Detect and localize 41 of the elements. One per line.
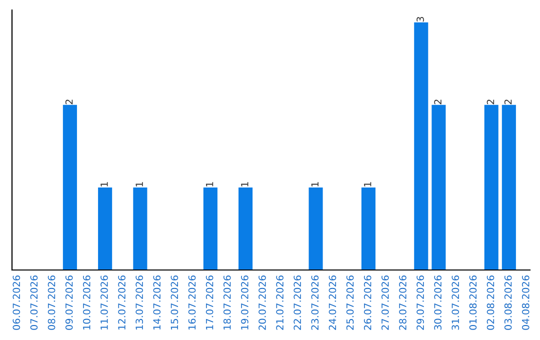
x-tick-label: 22.07.2026 — [294, 275, 302, 330]
data-label: 2 — [65, 100, 73, 104]
x-tick-label: 27.07.2026 — [381, 275, 389, 330]
x-tick-label: 08.07.2026 — [48, 275, 56, 330]
x-tick-label: 01.08.2026 — [469, 275, 477, 330]
x-tick-label: 21.07.2026 — [276, 275, 284, 330]
x-tick-label: 18.07.2026 — [223, 275, 231, 330]
x-tick-label: 14.07.2026 — [153, 275, 161, 330]
x-tick-label: 26.07.2026 — [364, 275, 372, 330]
x-tick-label: 19.07.2026 — [241, 275, 248, 330]
data-label: 2 — [504, 100, 512, 104]
data-label: 1 — [206, 182, 214, 186]
x-tick-label: 06.07.2026 — [12, 275, 20, 330]
data-label: 1 — [364, 182, 372, 186]
x-tick-label: 16.07.2026 — [188, 275, 196, 330]
x-tick-label: 20.07.2026 — [258, 275, 266, 330]
data-label: 1 — [311, 182, 318, 186]
x-tick-label: 15.07.2026 — [170, 275, 178, 330]
x-tick-label: 28.07.2026 — [399, 275, 406, 330]
x-tick-label: 02.08.2026 — [486, 275, 494, 330]
x-tick-label: 25.07.2026 — [346, 275, 354, 330]
data-label: 1 — [100, 182, 108, 186]
x-tick-label: 23.07.2026 — [311, 275, 319, 330]
x-tick-label: 31.07.2026 — [452, 275, 460, 330]
x-tick-label: 30.07.2026 — [434, 275, 442, 330]
data-label: 1 — [136, 182, 143, 186]
x-tick-label: 10.07.2026 — [82, 275, 90, 330]
data-label: 3 — [416, 16, 424, 22]
x-tick-label: 13.07.2026 — [136, 275, 144, 330]
x-tick-label: 04.08.2026 — [522, 275, 530, 330]
x-tick-label: 17.07.2026 — [206, 275, 214, 330]
x-tick-label: 29.07.2026 — [416, 275, 424, 330]
x-tick-label: 03.08.2026 — [504, 275, 512, 330]
x-tick-label: 07.07.2026 — [30, 275, 38, 330]
data-label: 2 — [486, 100, 494, 104]
data-label: 1 — [241, 182, 248, 186]
data-label: 2 — [434, 100, 442, 104]
x-tick-label: 12.07.2026 — [118, 275, 126, 330]
x-tick-label: 11.07.2026 — [100, 275, 108, 330]
x-tick-label: 09.07.2026 — [65, 275, 73, 330]
x-tick-label: 24.07.2026 — [328, 275, 336, 330]
